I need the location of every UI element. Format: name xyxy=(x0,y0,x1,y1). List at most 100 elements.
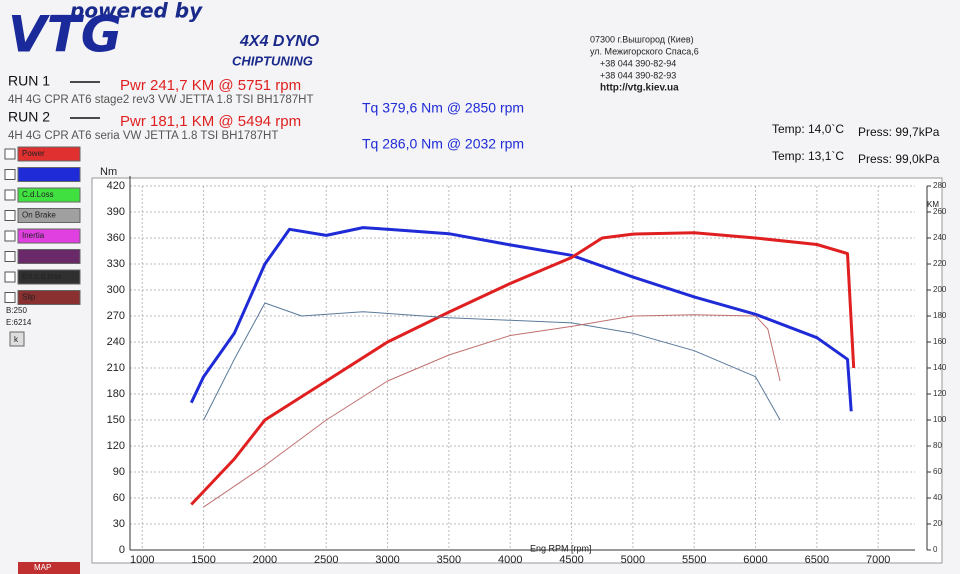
y2-tick-label: 280 xyxy=(933,181,947,190)
y-tick-label: 240 xyxy=(107,336,125,348)
y-tick-label: 330 xyxy=(107,258,125,270)
x-tick-label: 3500 xyxy=(437,554,461,566)
run-power: Pwr 241,7 KM @ 5751 rpm xyxy=(120,77,301,94)
panel-checkbox xyxy=(4,230,16,242)
panel-checkbox xyxy=(4,210,16,221)
y2-axis-label: KM xyxy=(927,200,939,209)
y-tick-label: 420 xyxy=(107,180,125,192)
x-tick-label: 2000 xyxy=(253,554,277,566)
panel-k: k xyxy=(14,335,19,344)
y-tick-label: 90 xyxy=(113,466,125,478)
panel-swatch xyxy=(17,187,81,203)
panel-checkbox xyxy=(4,189,16,201)
x-tick-label: 1000 xyxy=(130,554,154,566)
y2-tick-label: 200 xyxy=(933,285,947,294)
y2-tick-label: 100 xyxy=(933,415,947,424)
address-line: +38 044 390-82-94 xyxy=(600,58,676,68)
run-desc: 4H 4G CPR AT6 seria VW JETTA 1.8 TSI BH1… xyxy=(8,130,278,142)
panel-label: Slip xyxy=(22,293,36,302)
x-tick-label: 4500 xyxy=(559,554,583,566)
run-label: RUN 1 xyxy=(8,73,50,89)
panel-checkbox xyxy=(4,169,16,180)
y-tick-label: 150 xyxy=(107,414,125,426)
panel-label: Inertia xyxy=(22,231,45,240)
panel-checkbox xyxy=(4,148,16,160)
y2-tick-label: 240 xyxy=(933,233,947,242)
x-tick-label: 3000 xyxy=(375,554,399,566)
panel-swatch xyxy=(17,269,81,285)
y2-tick-label: 20 xyxy=(933,519,942,528)
address-line: http://vtg.kiev.ua xyxy=(600,83,679,94)
series-line xyxy=(189,226,853,412)
address-line: 07300 г.Вышгород (Киев) xyxy=(590,34,694,44)
x-tick-label: 6500 xyxy=(805,554,829,566)
y-tick-label: 60 xyxy=(113,492,125,504)
x-tick-label: 4000 xyxy=(498,554,522,566)
panel-label: On Brake xyxy=(22,211,56,220)
run-temp: Temp: 13,1`C xyxy=(772,149,844,163)
y2-tick-label: 220 xyxy=(933,259,947,268)
panel-label: Power xyxy=(22,149,45,158)
plot-frame xyxy=(91,177,943,564)
panel-checkbox xyxy=(4,251,16,262)
y2-tick-label: 120 xyxy=(933,389,947,398)
x-tick-label: 5000 xyxy=(621,554,645,566)
y-tick-label: 30 xyxy=(113,518,125,530)
panel-swatch xyxy=(17,249,81,264)
panel-swatch xyxy=(17,228,81,244)
run-power: Pwr 181,1 KM @ 5494 rpm xyxy=(120,113,301,130)
logo: VTG xyxy=(8,6,122,64)
panel-button xyxy=(9,331,25,347)
y2-tick-label: 180 xyxy=(933,311,947,320)
panel-label: C.d.Loss xyxy=(22,190,54,199)
panel-e: E:6214 xyxy=(6,318,32,327)
panel-map: MAP xyxy=(34,563,51,572)
panel-swatch xyxy=(17,208,81,223)
address-line: ул. Межигорского Спаса,6 xyxy=(590,46,699,56)
y-tick-label: 390 xyxy=(107,206,125,218)
run-desc: 4H 4G CPR AT6 stage2 rev3 VW JETTA 1.8 T… xyxy=(8,94,314,106)
x-tick-label: 6000 xyxy=(743,554,767,566)
panel-swatch xyxy=(17,290,81,305)
dyno: 4X4 DYNO xyxy=(239,33,320,50)
run-torque: Tq 286,0 Nm @ 2032 rpm xyxy=(362,136,524,152)
x-axis-label: Eng RPM [rpm] xyxy=(530,543,592,553)
x-tick-label: 5500 xyxy=(682,554,706,566)
y-tick-label: 360 xyxy=(107,232,125,244)
y2-tick-label: 140 xyxy=(933,363,947,372)
run-temp: Temp: 14,0`C xyxy=(772,122,844,136)
run-press: Press: 99,7kPa xyxy=(858,125,940,139)
series-line xyxy=(203,302,781,421)
powered: powered by xyxy=(69,0,203,23)
panel-checkbox xyxy=(4,292,16,303)
panel-swatch xyxy=(17,146,81,162)
y-tick-label: 300 xyxy=(107,284,125,296)
series-line xyxy=(190,231,856,506)
run-press: Press: 99,0kPa xyxy=(858,152,940,166)
panel-b: B:250 xyxy=(6,306,27,315)
x-tick-label: 7000 xyxy=(866,554,890,566)
y2-tick-label: 80 xyxy=(933,441,942,450)
panel-checkbox xyxy=(4,271,16,283)
y2-tick-label: 260 xyxy=(933,207,947,216)
chiptuning: CHIPTUNING xyxy=(232,53,313,68)
address-line: +38 044 390-82-93 xyxy=(600,70,676,80)
run-torque: Tq 379,6 Nm @ 2850 rpm xyxy=(362,100,524,116)
y2-tick-label: 0 xyxy=(933,545,938,554)
series-line xyxy=(203,314,781,508)
y-axis-label: Nm xyxy=(100,166,117,178)
y2-tick-label: 60 xyxy=(933,467,942,476)
y-tick-label: 180 xyxy=(107,388,125,400)
y-tick-label: 270 xyxy=(107,310,125,322)
y-tick-label: 210 xyxy=(107,362,125,374)
map-swatch xyxy=(18,562,80,574)
x-tick-label: 2500 xyxy=(314,554,338,566)
y-tick-label: 120 xyxy=(107,440,125,452)
x-tick-label: 1500 xyxy=(191,554,215,566)
y2-tick-label: 160 xyxy=(933,337,947,346)
panel-swatch xyxy=(17,167,81,182)
panel-label: Ert c.d.loss xyxy=(22,272,62,281)
y-tick-label: 0 xyxy=(119,544,125,556)
